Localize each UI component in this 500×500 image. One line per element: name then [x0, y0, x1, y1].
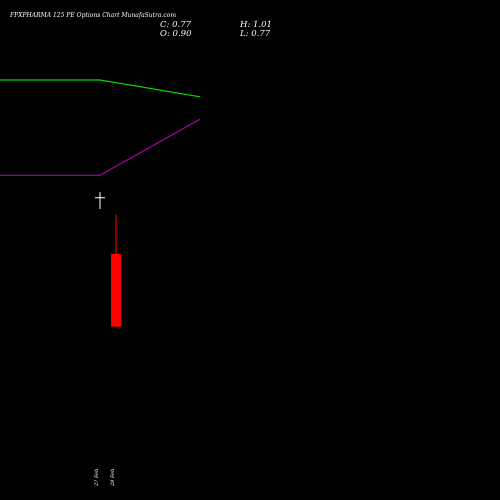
- low-readout: L: 0.77: [240, 29, 270, 39]
- open-label: O:: [160, 29, 170, 39]
- high-label: H:: [240, 20, 251, 30]
- close-readout: C: 0.77: [160, 20, 191, 30]
- candle-body-2: [111, 253, 121, 327]
- lower-indicator-line: [0, 118, 201, 176]
- high-value: 1.01: [252, 20, 272, 30]
- low-value: 0.77: [251, 29, 271, 39]
- high-readout: H: 1.01: [240, 20, 272, 30]
- open-value: 0.90: [172, 29, 192, 39]
- x-tick-label-1: 27 Feb: [94, 469, 100, 487]
- close-value: 0.77: [172, 20, 192, 30]
- x-tick-label-2: 28 Feb: [110, 469, 116, 487]
- close-label: C:: [160, 20, 170, 30]
- upper-indicator-line: [0, 79, 201, 98]
- open-readout: O: 0.90: [160, 29, 191, 39]
- chart-title: FPXPHARMA 125 PE Options Chart MunafaSut…: [10, 12, 177, 19]
- low-label: L:: [240, 29, 249, 39]
